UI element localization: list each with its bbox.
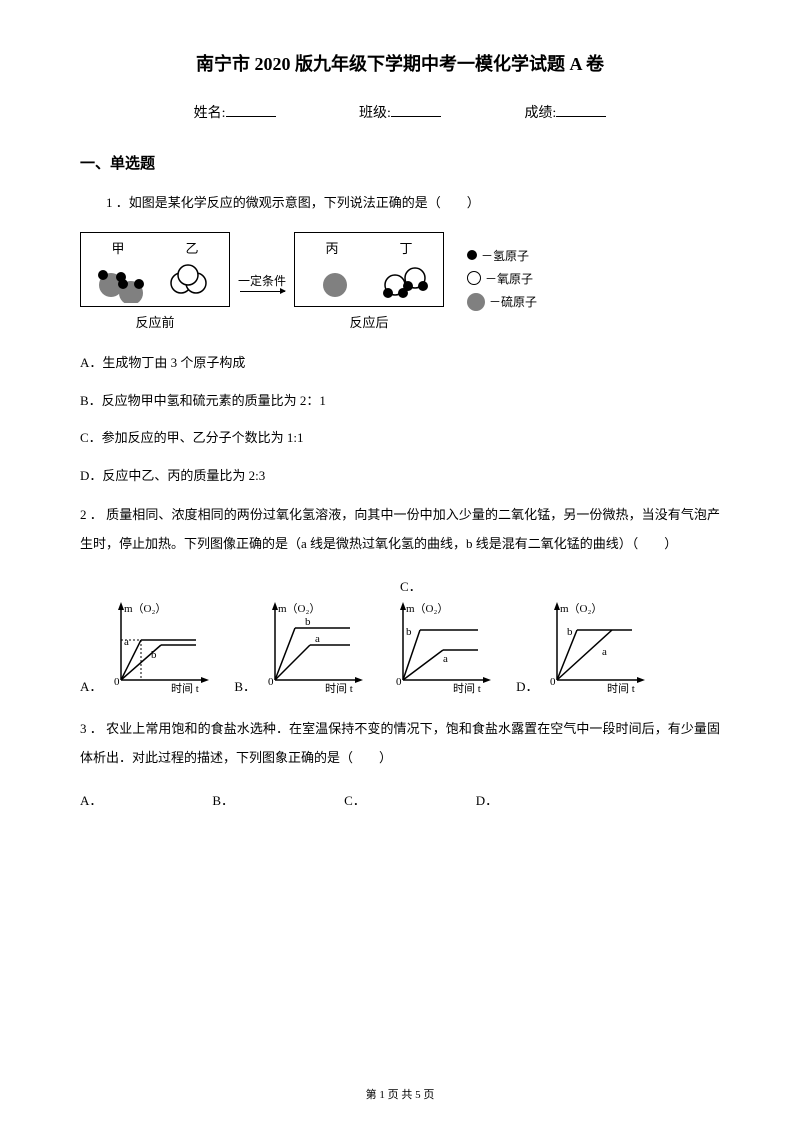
q2-graphs: A． m（O₂） 时间 t 0 a b B． m（O (80, 600, 720, 695)
q3-opt-c: C． (344, 790, 366, 809)
o-atom-label: －氧原子 (485, 270, 533, 287)
label-bing: 丙 (326, 238, 339, 257)
q2-opt-b-label: B． (234, 676, 256, 695)
svg-text:m（O₂）: m（O₂） (124, 602, 166, 615)
q2-opt-d-label: D． (516, 676, 538, 695)
atom-legend: －氢原子 －氧原子 －硫原子 (467, 247, 537, 317)
q2-c-label: C． (400, 576, 720, 595)
q3-opt-a: A． (80, 790, 102, 809)
svg-text:时间 t: 时间 t (325, 682, 353, 695)
svg-text:a: a (602, 646, 607, 658)
q1-opt-c: C．参加反应的甲、乙分子个数比为 1:1 (80, 426, 720, 449)
s-atom-label: －硫原子 (489, 293, 537, 310)
q1-diagram: 甲 乙 反应前 一定条件 (80, 232, 720, 331)
section-heading: 一、单选题 (80, 152, 720, 173)
molecules-before-svg (81, 263, 231, 303)
page-footer: 第 1 页 共 5 页 (0, 1086, 800, 1102)
s-atom-icon (467, 293, 485, 311)
svg-text:b: b (305, 616, 311, 628)
svg-text:b: b (406, 626, 412, 638)
svg-text:时间 t: 时间 t (607, 682, 635, 695)
svg-text:时间 t: 时间 t (453, 682, 481, 695)
page-title: 南宁市 2020 版九年级下学期中考一模化学试题 A 卷 (80, 50, 720, 76)
student-info-row: 姓名: 班级: 成绩: (80, 101, 720, 122)
svg-text:时间 t: 时间 t (171, 682, 199, 695)
score-blank (556, 101, 606, 117)
caption-before: 反应前 (80, 312, 230, 331)
graph-b: m（O₂） 时间 t 0 b a (260, 600, 370, 695)
svg-text:0: 0 (268, 676, 274, 688)
q3-opt-d: D． (476, 790, 498, 809)
svg-text:a: a (124, 636, 129, 648)
reaction-arrow: 一定条件 (238, 272, 286, 292)
svg-text:0: 0 (396, 676, 402, 688)
svg-text:0: 0 (550, 676, 556, 688)
svg-text:0: 0 (114, 676, 120, 688)
o-atom-icon (467, 271, 481, 285)
svg-text:a: a (443, 653, 448, 665)
q1-text: 1 ．如图是某化学反应的微观示意图，下列说法正确的是（ ） (80, 191, 720, 214)
class-label: 班级: (359, 102, 391, 122)
q2-opt-a-label: A． (80, 676, 102, 695)
q3-opt-b: B． (212, 790, 234, 809)
graph-a: m（O₂） 时间 t 0 a b (106, 600, 216, 695)
reaction-box-after: 丙 丁 (294, 232, 444, 307)
arrow-label: 一定条件 (238, 272, 286, 289)
h-atom-icon (467, 250, 477, 260)
label-yi: 乙 (185, 238, 198, 257)
label-jia: 甲 (111, 238, 124, 257)
q3-text: 3 ． 农业上常用饱和的食盐水选种．在室温保持不变的情况下，饱和食盐水露置在空气… (80, 715, 720, 772)
graph-d: m（O₂） 时间 t 0 b a (542, 600, 652, 695)
h-atom-label: －氢原子 (481, 247, 529, 264)
q1-opt-b: B．反应物甲中氢和硫元素的质量比为 2：1 (80, 389, 720, 412)
svg-text:m（O₂）: m（O₂） (406, 602, 448, 615)
score-label: 成绩: (524, 102, 556, 122)
svg-text:b: b (567, 626, 573, 638)
graph-c: m（O₂） 时间 t 0 b a (388, 600, 498, 695)
q1-opt-a: A．生成物丁由 3 个原子构成 (80, 351, 720, 374)
reaction-box-before: 甲 乙 (80, 232, 230, 307)
svg-text:b: b (151, 649, 157, 661)
molecules-after-svg (295, 263, 445, 303)
name-blank (226, 101, 276, 117)
svg-text:m（O₂）: m（O₂） (560, 602, 602, 615)
q2-text: 2 ． 质量相同、浓度相同的两份过氧化氢溶液，向其中一份中加入少量的二氧化锰，另… (80, 501, 720, 558)
caption-after: 反应后 (294, 312, 444, 331)
svg-text:a: a (315, 633, 320, 645)
name-label: 姓名: (194, 102, 226, 122)
label-ding: 丁 (400, 238, 413, 257)
q1-opt-d: D．反应中乙、丙的质量比为 2:3 (80, 464, 720, 487)
class-blank (391, 101, 441, 117)
svg-text:m（O₂）: m（O₂） (278, 602, 320, 615)
q3-options: A． B． C． D． (80, 790, 720, 809)
